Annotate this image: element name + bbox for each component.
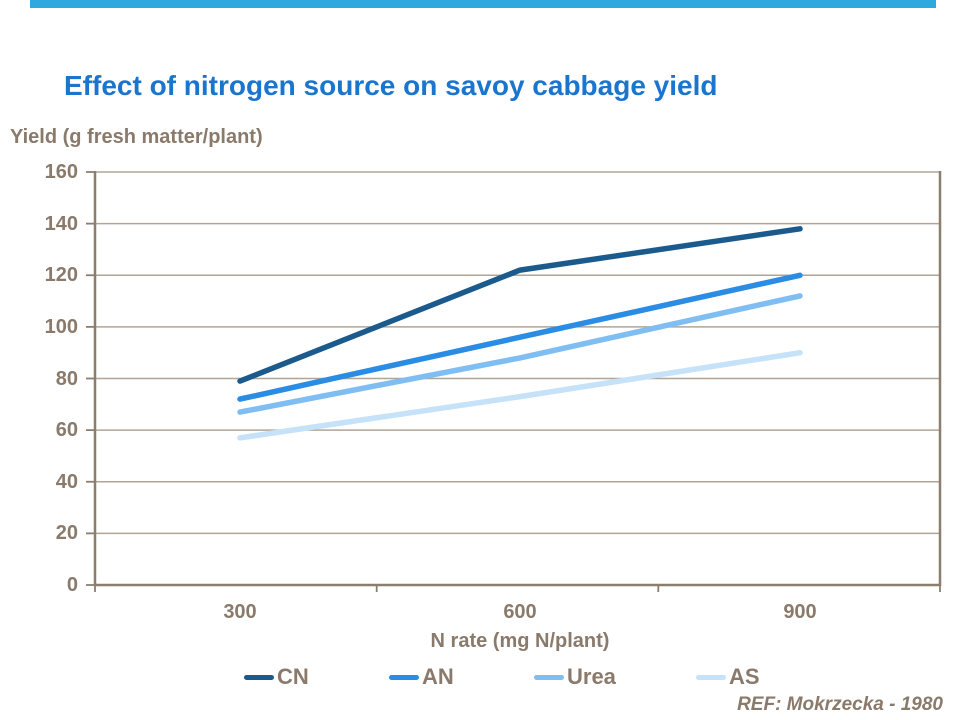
x-tick-label: 300: [223, 601, 257, 623]
y-axis-title: Yield (g fresh matter/plant): [10, 126, 263, 148]
x-tick-label: 900: [783, 601, 817, 623]
y-tick-label: 100: [44, 315, 78, 338]
y-tick-label: 140: [44, 212, 78, 235]
y-tick-label: 120: [44, 264, 78, 287]
x-tick-label: 600: [503, 601, 537, 623]
legend-item-an: AN: [389, 663, 454, 691]
legend-label: AS: [729, 664, 760, 689]
y-tick-label: 20: [55, 522, 78, 545]
legend-label: Urea: [567, 664, 616, 689]
y-tick-label: 80: [55, 367, 78, 390]
y-tick-label: 60: [55, 419, 78, 442]
y-tick-label: 40: [55, 470, 78, 493]
legend-line-swatch: [389, 674, 419, 680]
y-tick-label: 160: [44, 161, 78, 183]
x-axis-title: N rate (mg N/plant): [430, 630, 610, 652]
legend-line-swatch: [534, 674, 564, 680]
legend-item-as: AS: [696, 663, 760, 691]
reference-note: REF: Mokrzecka - 1980: [737, 694, 943, 715]
legend-line-swatch: [696, 674, 726, 680]
chart-title: Effect of nitrogen source on savoy cabba…: [64, 70, 718, 101]
slide-accent-bar: [30, 0, 936, 8]
legend-label: CN: [277, 664, 309, 689]
line-chart-plot-area: [86, 171, 942, 592]
y-tick-label: 0: [66, 574, 78, 596]
legend-item-cn: CN: [244, 663, 309, 691]
legend-label: AN: [422, 664, 454, 689]
legend-line-swatch: [244, 674, 274, 680]
legend-item-urea: Urea: [534, 663, 616, 691]
